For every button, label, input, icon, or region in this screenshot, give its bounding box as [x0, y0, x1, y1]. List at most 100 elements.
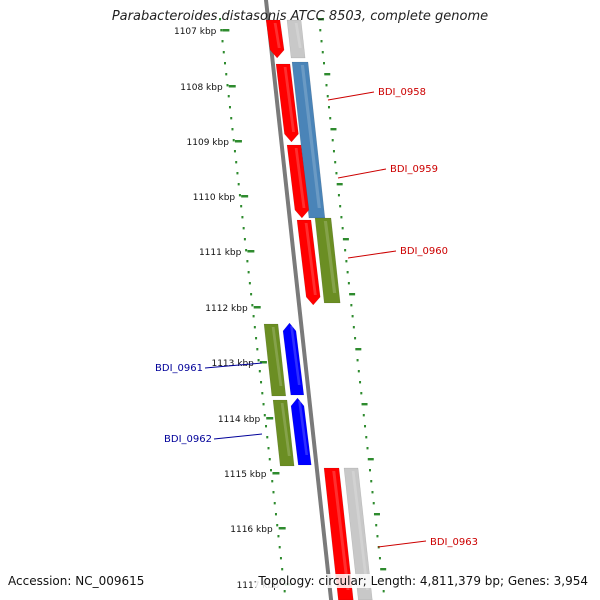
gene-block-gray: [343, 467, 373, 600]
scale-tick: [259, 361, 267, 364]
ruler-dot-left: [219, 18, 222, 21]
gene-label: BDI_0963: [430, 537, 478, 548]
ruler-dot-right: [342, 238, 349, 241]
gene-arrow-forward: [265, 19, 285, 59]
ruler-dot-left: [226, 84, 229, 87]
ruler-dot-right: [378, 557, 381, 560]
gene-arrow-forward-shine: [294, 148, 306, 208]
ruler-dot-left: [245, 249, 248, 252]
ruler-dot-left: [224, 62, 227, 65]
ruler-dot-left: [255, 337, 258, 340]
map-title: Parabacteroides distasonis ATCC 8503, co…: [111, 9, 489, 24]
scale-tick: [222, 29, 230, 32]
scale-tick-label: 1108 kbp: [180, 83, 223, 93]
ruler-dot-left: [276, 524, 279, 527]
gene-label: BDI_0960: [400, 246, 448, 257]
gene-block-bdi-0960-shine: [323, 221, 337, 293]
ruler-dot-right: [371, 491, 374, 494]
scale-tick: [272, 472, 280, 475]
gene-arrow-forward: [286, 144, 310, 219]
gene-label-leader: [204, 362, 263, 369]
ruler-dot-right: [339, 205, 342, 208]
ruler-dot-right: [376, 535, 379, 538]
gene-label-leader: [377, 540, 427, 548]
scale-tick-label: 1113 kbp: [211, 359, 254, 369]
gene-arrow-reverse-shine: [298, 401, 309, 455]
ruler-dot-right: [332, 150, 335, 153]
ruler-dot-right: [368, 469, 371, 472]
ruler-dot-right: [370, 480, 373, 483]
ruler-dot-left: [233, 150, 236, 153]
ruler-dot-left: [241, 216, 244, 219]
ruler-dot-left: [247, 271, 250, 274]
scale-tick-label: 1110 kbp: [193, 193, 236, 203]
gene-block-bdi-0962-shine: [280, 403, 291, 456]
ruler-dot-left: [271, 480, 274, 483]
ruler-dot-right: [354, 337, 357, 340]
ruler-dot-left: [250, 293, 253, 296]
ruler-dot-left: [228, 106, 231, 109]
ruler-dot-right: [321, 51, 324, 54]
ruler-dot-right: [320, 40, 323, 43]
scale-tick-label: 1114 kbp: [218, 415, 261, 425]
ruler-dot-right: [318, 18, 325, 21]
ruler-dot-right: [346, 271, 349, 274]
gene-block-forward: [323, 467, 354, 600]
ruler-dot-left: [273, 502, 276, 505]
ruler-dot-left: [231, 128, 234, 131]
ruler-dot-right: [382, 590, 385, 593]
ruler-dot-right: [345, 260, 348, 263]
ruler-dot-right: [364, 425, 367, 428]
ruler-dot-left: [230, 117, 233, 120]
gene-arrow-reverse: [290, 397, 312, 466]
gene-block-gray-shine: [351, 471, 369, 590]
ruler-dot-left: [265, 425, 268, 428]
gene-block-bdi-0962: [272, 399, 295, 467]
ruler-dot-left: [281, 568, 284, 571]
ruler-dot-right: [359, 381, 362, 384]
gene-block-gray-shine: [294, 23, 302, 48]
ruler-dot-left: [253, 326, 256, 329]
scale-tick-label: 1112 kbp: [205, 304, 248, 314]
scale-tick: [266, 417, 274, 420]
ruler-dot-right: [335, 172, 338, 175]
ruler-dot-left: [272, 491, 275, 494]
ruler-dot-right: [372, 502, 375, 505]
genome-summary: Topology: circular; Length: 4,811,379 bp…: [256, 574, 590, 588]
scale-tick-label: 1116 kbp: [230, 525, 273, 535]
ruler-dot-right: [324, 73, 331, 76]
gene-arrow-forward-shine: [283, 67, 295, 132]
ruler-dot-right: [352, 326, 355, 329]
ruler-dot-right: [323, 62, 326, 65]
ruler-dot-right: [330, 128, 337, 131]
ruler-dot-right: [325, 84, 328, 87]
gene-block-forward-shine: [332, 471, 350, 590]
gene-block-bdi-0961: [263, 323, 287, 397]
gene-block-bdi-0960: [314, 217, 341, 304]
ruler-dot-left: [251, 304, 254, 307]
scale-tick-label: 1109 kbp: [187, 138, 230, 148]
ruler-dot-left: [237, 183, 240, 186]
ruler-dot-left: [227, 95, 230, 98]
ruler-dot-left: [263, 414, 266, 417]
scale-tick: [247, 250, 255, 253]
ruler-dot-left: [225, 73, 228, 76]
ruler-dot-right: [319, 29, 322, 32]
gene-label: BDI_0962: [164, 434, 212, 445]
accession-label: Accession: NC_009615: [8, 574, 145, 588]
ruler-dot-left: [278, 546, 281, 549]
ruler-dot-right: [356, 359, 359, 362]
gene-label: BDI_0958: [378, 87, 426, 98]
ruler-dot-left: [283, 590, 286, 593]
ruler-dot-right: [327, 106, 330, 109]
ruler-dot-left: [257, 359, 260, 362]
ruler-dot-right: [326, 95, 329, 98]
ruler-dot-right: [361, 403, 368, 406]
gene-label-leader: [213, 433, 263, 440]
ruler-dot-left: [232, 139, 235, 142]
sequence-backbone: [264, 0, 334, 600]
ruler-dot-left: [277, 535, 280, 538]
gene-label: BDI_0961: [155, 363, 203, 374]
